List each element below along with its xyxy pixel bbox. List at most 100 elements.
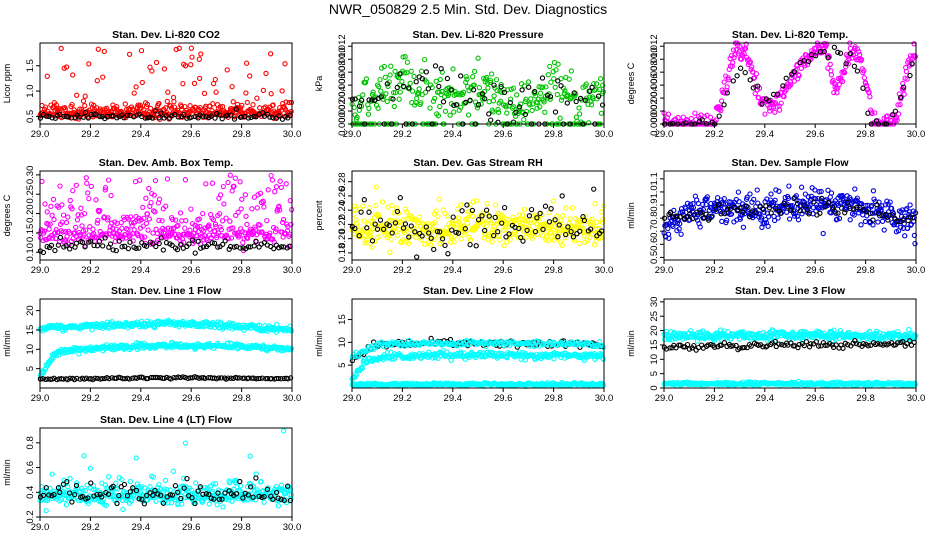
data-point xyxy=(223,215,229,221)
data-point xyxy=(545,238,552,244)
data-point xyxy=(376,83,382,90)
data-point xyxy=(224,67,230,73)
data-point xyxy=(509,105,516,111)
data-point xyxy=(156,217,162,224)
data-point xyxy=(377,76,383,83)
data-point xyxy=(100,74,106,80)
y-tick-label: 15 xyxy=(337,314,348,325)
data-point xyxy=(532,228,539,235)
data-point xyxy=(537,104,543,110)
data-point xyxy=(512,231,518,237)
data-point xyxy=(547,93,554,100)
panel-title: Stan. Dev. Line 1 Flow xyxy=(111,285,222,297)
data-point xyxy=(834,90,840,96)
data-point xyxy=(140,204,146,211)
data-point xyxy=(599,219,606,225)
data-point xyxy=(109,220,115,226)
data-point xyxy=(132,178,139,185)
data-point xyxy=(768,191,774,197)
data-point xyxy=(405,240,412,247)
data-point xyxy=(203,181,209,187)
data-point xyxy=(467,202,473,208)
data-point xyxy=(209,180,216,186)
data-point xyxy=(413,79,419,85)
data-point xyxy=(465,112,472,118)
data-point xyxy=(675,114,681,121)
data-point xyxy=(224,112,231,118)
data-point xyxy=(548,79,554,85)
data-point xyxy=(438,66,444,72)
data-point xyxy=(50,196,57,203)
data-point xyxy=(163,203,169,209)
data-point xyxy=(503,234,509,240)
data-point xyxy=(678,231,684,237)
data-point xyxy=(269,177,276,183)
x-tick-label: 29.0 xyxy=(343,129,362,140)
data-point xyxy=(144,211,151,217)
data-point xyxy=(164,98,170,105)
data-point xyxy=(217,104,223,110)
data-point xyxy=(390,96,396,102)
data-point xyxy=(576,105,582,111)
data-point xyxy=(52,230,58,236)
data-point xyxy=(772,100,779,106)
data-point xyxy=(523,96,529,102)
data-point xyxy=(464,202,470,208)
data-point xyxy=(350,211,357,217)
data-point xyxy=(839,78,846,85)
data-point xyxy=(264,217,270,224)
data-point xyxy=(52,247,58,254)
data-point xyxy=(58,45,64,52)
data-point xyxy=(683,205,689,211)
data-point xyxy=(219,218,226,224)
data-point xyxy=(190,237,196,243)
data-point xyxy=(426,230,432,236)
data-point xyxy=(270,236,276,242)
data-point xyxy=(210,101,216,107)
data-point xyxy=(40,249,47,256)
data-point xyxy=(599,102,606,108)
data-point xyxy=(392,89,399,96)
data-point xyxy=(218,226,224,233)
x-tick-label: 29.0 xyxy=(31,265,50,276)
data-point xyxy=(467,241,473,248)
data-point xyxy=(462,231,468,237)
data-point xyxy=(260,87,267,94)
series-lower xyxy=(37,374,294,383)
data-point xyxy=(63,243,69,249)
data-point xyxy=(94,243,101,249)
data-point xyxy=(384,98,390,105)
data-point xyxy=(507,236,513,243)
data-point xyxy=(680,209,686,215)
data-point xyxy=(592,201,598,207)
data-point xyxy=(753,71,760,77)
data-point xyxy=(183,217,189,224)
data-point xyxy=(549,225,555,232)
data-point xyxy=(832,84,838,90)
data-point xyxy=(486,111,492,117)
data-point xyxy=(121,214,127,220)
data-point xyxy=(367,205,373,211)
data-point xyxy=(57,183,63,189)
data-point xyxy=(133,245,139,252)
y-tick-label: 0.008 xyxy=(337,60,348,84)
data-point xyxy=(173,46,179,53)
data-point xyxy=(856,49,862,55)
data-point xyxy=(105,215,111,221)
data-point xyxy=(419,76,425,82)
data-point xyxy=(482,227,488,234)
data-point xyxy=(165,225,171,231)
data-point xyxy=(820,230,826,237)
data-point xyxy=(520,238,526,244)
data-point xyxy=(586,88,592,94)
data-point xyxy=(94,220,100,226)
data-point xyxy=(67,197,73,204)
y-tick-label: 10 xyxy=(337,337,348,348)
data-point xyxy=(85,115,92,121)
y-tick-label: 0.25 xyxy=(25,185,36,204)
data-point xyxy=(48,242,55,249)
data-point xyxy=(564,100,570,106)
data-point xyxy=(107,241,114,247)
data-point xyxy=(729,60,736,66)
data-point xyxy=(513,109,519,115)
